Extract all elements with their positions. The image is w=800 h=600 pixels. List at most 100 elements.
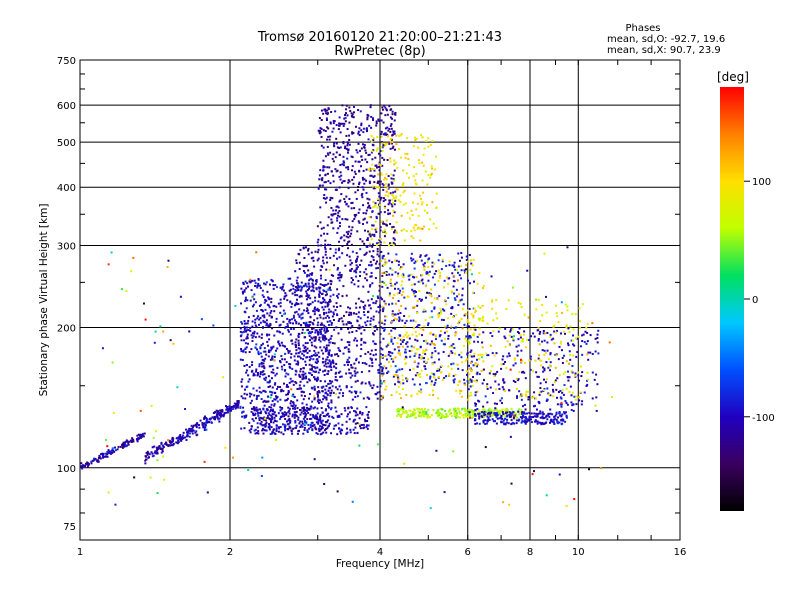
data-point: [522, 412, 525, 415]
data-point: [383, 235, 386, 238]
data-point: [552, 421, 555, 424]
data-point: [436, 298, 439, 301]
data-point: [432, 222, 435, 225]
data-point: [288, 407, 291, 410]
data-point: [275, 395, 278, 398]
data-point: [450, 312, 453, 315]
data-point: [544, 295, 547, 298]
data-point: [496, 402, 499, 405]
data-point: [445, 413, 448, 416]
data-point: [291, 415, 294, 418]
data-point: [379, 309, 382, 312]
data-point: [563, 330, 566, 333]
data-point: [271, 408, 274, 411]
data-point: [269, 358, 272, 361]
data-point: [479, 353, 482, 356]
data-point: [513, 358, 516, 361]
data-point: [555, 354, 558, 357]
data-point: [478, 422, 481, 425]
data-point: [424, 340, 427, 343]
data-point: [294, 311, 297, 314]
data-point: [311, 429, 314, 432]
data-point: [318, 336, 321, 339]
data-point: [451, 306, 454, 309]
data-point: [546, 387, 549, 390]
data-point: [276, 347, 279, 350]
data-point: [280, 408, 283, 411]
data-point: [248, 392, 251, 395]
data-point: [316, 251, 319, 254]
data-point: [591, 352, 594, 355]
data-point: [378, 119, 381, 122]
data-point: [274, 391, 277, 394]
data-point: [565, 401, 568, 404]
data-point: [334, 110, 337, 113]
data-point: [87, 463, 90, 466]
data-point: [270, 426, 273, 429]
data-point: [268, 424, 271, 427]
data-point: [368, 264, 371, 267]
data-point: [309, 368, 312, 371]
data-point: [311, 365, 314, 368]
data-point: [245, 329, 248, 332]
data-point: [339, 146, 342, 149]
data-point: [318, 178, 321, 181]
data-point: [505, 407, 508, 410]
data-point: [494, 380, 497, 383]
data-point: [316, 391, 319, 394]
data-point: [265, 429, 268, 432]
data-point: [182, 436, 185, 439]
data-point: [179, 295, 182, 298]
data-point: [320, 118, 323, 121]
data-point: [336, 214, 339, 217]
data-point: [462, 344, 465, 347]
data-point: [271, 327, 274, 330]
data-point: [368, 397, 371, 400]
data-point: [327, 153, 330, 156]
data-point: [390, 242, 393, 245]
data-point: [322, 385, 325, 388]
data-point: [297, 418, 300, 421]
data-point: [422, 153, 425, 156]
data-point: [302, 375, 305, 378]
data-point: [258, 417, 261, 420]
data-point: [352, 428, 355, 431]
data-point: [539, 412, 542, 415]
data-point: [316, 400, 319, 403]
data-point: [417, 324, 420, 327]
data-point: [303, 331, 306, 334]
data-point: [313, 366, 316, 369]
data-point: [152, 436, 155, 439]
data-point: [472, 364, 475, 367]
data-point: [324, 380, 327, 383]
data-point: [295, 310, 298, 313]
data-point: [111, 451, 114, 454]
data-point: [258, 390, 261, 393]
data-point: [355, 344, 358, 347]
data-point: [246, 337, 249, 340]
data-point: [307, 332, 310, 335]
data-point: [419, 281, 422, 284]
data-point: [326, 288, 329, 291]
data-point: [86, 461, 89, 464]
data-point: [563, 411, 566, 414]
data-point: [455, 288, 458, 291]
data-point: [320, 234, 323, 237]
data-point: [444, 338, 447, 341]
plot-frame: [79, 59, 681, 541]
data-point: [317, 187, 320, 190]
data-point: [315, 329, 318, 332]
data-point: [420, 279, 423, 282]
data-point: [402, 339, 405, 342]
data-point: [320, 407, 323, 410]
data-point: [292, 284, 295, 287]
data-point: [301, 420, 304, 423]
data-point: [347, 232, 350, 235]
data-point: [562, 419, 565, 422]
data-point: [307, 294, 310, 297]
x-axis-label: Frequency [MHz]: [336, 558, 424, 570]
data-point: [306, 264, 309, 267]
data-point: [362, 311, 365, 314]
data-point: [336, 433, 339, 436]
data-point: [342, 323, 345, 326]
